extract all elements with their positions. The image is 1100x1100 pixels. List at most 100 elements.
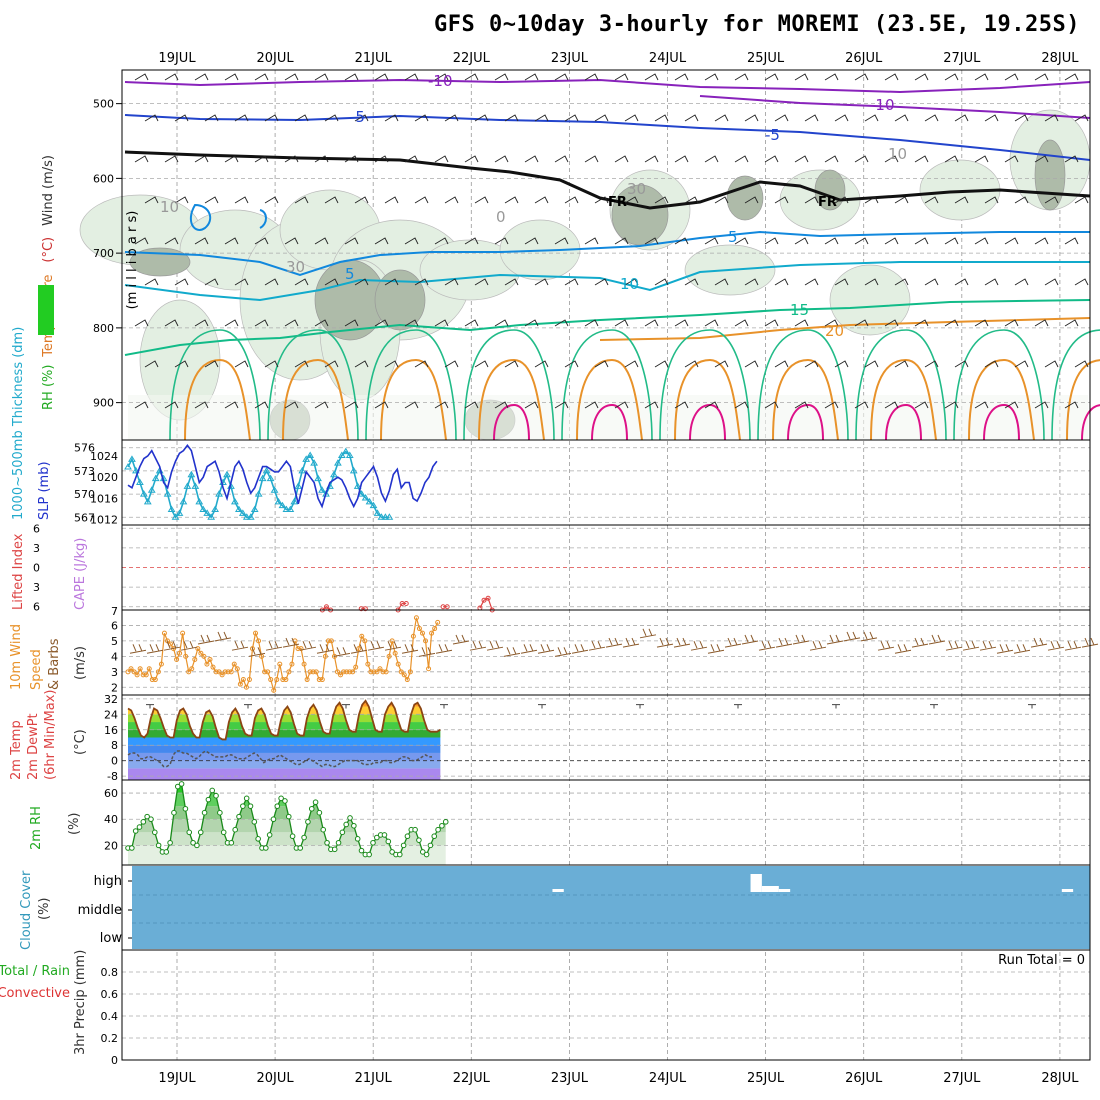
wind-barb <box>564 278 579 286</box>
thickness-tick-label: 573 <box>74 465 95 478</box>
wind-barb <box>384 114 399 122</box>
isotherm-minus10 <box>124 78 1091 94</box>
wind-barb <box>354 360 369 368</box>
wind-barb <box>384 360 399 368</box>
rh-point <box>381 832 388 838</box>
isotherm-15-plume <box>757 329 849 441</box>
wind-barb-10m <box>826 634 844 645</box>
temp-ylabel: 2m Temp <box>9 720 24 780</box>
wind-speed-point <box>286 669 292 675</box>
wind-barb <box>654 360 669 368</box>
lifted-index-point <box>323 604 329 610</box>
rh-tick-label: 40 <box>104 813 118 826</box>
thickness-point <box>203 509 212 516</box>
date-label-bottom: 25JUL <box>747 1071 785 1086</box>
wind-barb <box>614 237 629 245</box>
rh-point <box>439 822 445 829</box>
rh-point <box>136 824 143 830</box>
rh-point <box>431 833 438 840</box>
rh-point <box>243 795 250 802</box>
wind-speed-point <box>152 677 158 683</box>
temp-maxmin <box>930 704 938 709</box>
upper-air-ylabel: RH (%)Temperature(°C)Wind (m/s) <box>41 155 56 410</box>
thickness-point <box>381 513 390 520</box>
wind-speed-point <box>432 626 438 632</box>
wind-ylabel-text: & Barbs <box>47 638 62 690</box>
wind-barb <box>974 73 989 81</box>
wind-barb <box>1004 73 1019 81</box>
wind-barb <box>404 237 419 245</box>
rh-point <box>416 837 422 843</box>
rh-point <box>171 809 177 816</box>
wind-barb <box>1014 278 1029 286</box>
wind-barb <box>674 73 689 81</box>
wind-barb <box>294 360 309 368</box>
thickness-point <box>167 505 176 513</box>
wind-barb <box>204 360 219 368</box>
thickness-point <box>290 497 299 505</box>
wind-barb <box>644 401 659 409</box>
pressure-tick-label: 800 <box>93 322 114 335</box>
wind-barb <box>474 360 489 368</box>
thickness-point <box>199 505 208 513</box>
wind-speed-point <box>407 669 413 675</box>
high-cloud-gap <box>1061 889 1074 892</box>
wind-speed-line <box>127 617 439 693</box>
wind-barb <box>264 360 279 368</box>
precip-tick-label: 0.6 <box>101 988 119 1001</box>
wind-speed-point <box>128 666 134 672</box>
wind-barb <box>644 237 659 245</box>
isotherm-30-plume <box>983 403 1020 441</box>
high-cloud-gap <box>552 889 564 892</box>
wind-barb <box>234 278 249 286</box>
wind-barb-10m <box>163 640 181 651</box>
wind-speed-point <box>344 669 350 675</box>
wind-barb <box>524 319 539 327</box>
wind-speed-point <box>383 669 389 675</box>
wind-barb <box>834 196 849 204</box>
freezing-level-label: FR <box>818 195 837 210</box>
rh-band <box>128 793 446 807</box>
rh-point <box>435 826 441 833</box>
date-label-top: 22JUL <box>453 51 491 66</box>
wind-barb-10m <box>690 640 708 651</box>
isotherm-15-plume <box>365 329 457 441</box>
wind-barb <box>1064 401 1079 409</box>
wind-barb <box>194 401 209 409</box>
isotherm-30-plume <box>787 403 824 441</box>
wind-barb <box>924 114 939 122</box>
wind-speed-point <box>134 672 140 678</box>
wind-barb <box>914 319 929 327</box>
rh-point <box>316 809 323 816</box>
wind-barb <box>974 401 989 409</box>
wind-speed-point <box>210 664 216 670</box>
panel-frame-precip <box>121 949 1091 1061</box>
wind-speed-point <box>353 664 359 670</box>
wind-barb <box>414 196 429 204</box>
wind-barb <box>224 401 239 409</box>
thickness-point <box>282 505 291 513</box>
wind-barb <box>914 237 929 245</box>
wind-barb-10m <box>452 634 470 645</box>
wind-barb <box>164 73 179 81</box>
thickness-point <box>302 455 311 462</box>
wind-barb <box>1004 319 1019 327</box>
wind-barb-10m <box>843 631 861 642</box>
temp-tick-label: -8 <box>107 770 118 783</box>
wind-barb <box>434 155 449 163</box>
wind-barb <box>674 155 689 163</box>
wind-barb <box>134 401 149 409</box>
wind-barb <box>674 319 689 327</box>
precip-tick-label: 0.2 <box>101 1032 119 1045</box>
isotherm-20 <box>599 317 1091 341</box>
wind-barb <box>614 401 629 409</box>
wind-barb-10m <box>1064 640 1082 651</box>
isotherm-freezing <box>124 150 1091 210</box>
wind-barb <box>864 360 879 368</box>
temp-maxmin <box>1028 704 1036 709</box>
wind-barb <box>204 278 219 286</box>
wind-barb <box>414 114 429 122</box>
wind-barb <box>894 114 909 122</box>
wind-barb <box>894 196 909 204</box>
isotherm-15-plume <box>659 329 751 441</box>
